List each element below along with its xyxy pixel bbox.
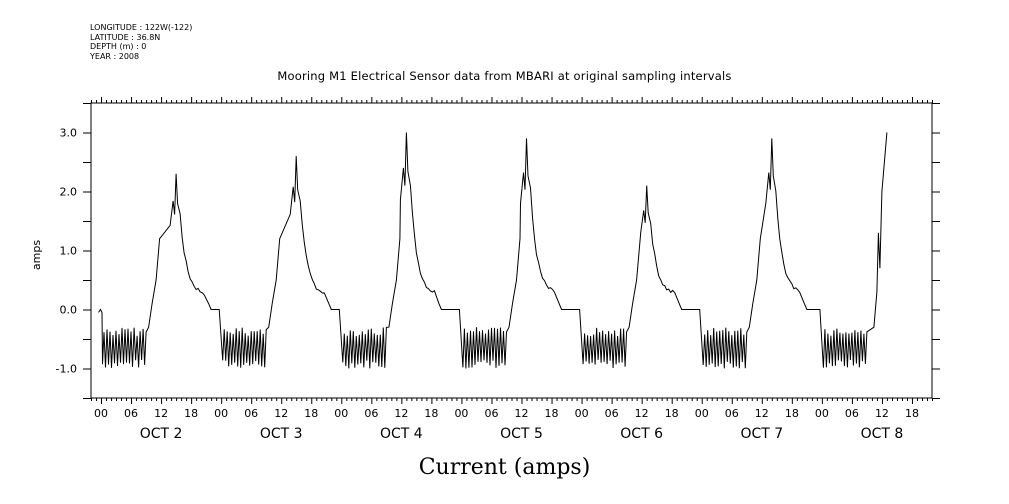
x-hour-tick-label: 12 [755,407,769,420]
longitude-label: LONGITUDE : 122W(-122) [90,23,193,32]
y-tick-label: 3.0 [60,127,78,140]
y-axis-label: amps [30,240,43,270]
x-hour-tick-label: 06 [124,407,138,420]
plot-frame [90,102,933,399]
x-hour-tick-label: 12 [394,407,408,420]
x-day-label: OCT 3 [260,426,303,442]
x-hour-tick-label: 18 [184,407,198,420]
x-day-label: OCT 4 [380,426,423,442]
x-hour-tick-label: 00 [94,407,108,420]
x-day-label: OCT 8 [861,426,904,442]
chart-title: Mooring M1 Electrical Sensor data from M… [277,69,732,83]
x-hour-tick-label: 00 [695,407,709,420]
mooring-metadata: LONGITUDE : 122W(-122) LATITUDE : 36.8N … [90,23,192,61]
x-day-label: OCT 7 [740,426,783,442]
x-hour-tick-label: 18 [545,407,559,420]
x-hour-tick-label: 12 [515,407,529,420]
x-hour-tick-label: 00 [815,407,829,420]
x-day-label: OCT 6 [620,426,663,442]
x-hour-tick-label: 06 [845,407,859,420]
axis-ticks [83,97,940,404]
x-hour-tick-label: 06 [725,407,739,420]
x-hour-tick-label: 00 [214,407,228,420]
axis-labels: 00 06 12 18 00 06 12 18 00 06 12 18 00 06 12 18 00 06 12 18… [56,127,919,443]
chart-subtitle: Current (amps) [418,455,591,480]
current-series-line [98,132,888,369]
x-hour-tick-label: 12 [875,407,889,420]
x-hour-tick-label: 18 [424,407,438,420]
y-tick-label: -1.0 [56,363,77,376]
year-label: YEAR : 2008 [90,51,140,61]
x-hour-tick-label: 00 [575,407,589,420]
x-hour-tick-label: 06 [605,407,619,420]
x-hour-tick-label: 06 [364,407,378,420]
x-hour-tick-label: 06 [484,407,498,420]
x-hour-tick-label: 18 [905,407,919,420]
x-hour-tick-label: 18 [665,407,679,420]
x-hour-tick-label: 06 [244,407,258,420]
x-hour-tick-label: 00 [454,407,468,420]
x-day-label: OCT 5 [500,426,543,442]
y-tick-label: 0.0 [60,304,78,317]
x-day-label: OCT 2 [140,426,183,442]
y-tick-label: 2.0 [60,186,78,199]
x-hour-tick-label: 12 [635,407,649,420]
y-tick-label: 1.0 [60,245,78,258]
x-hour-tick-label: 18 [785,407,799,420]
x-hour-tick-label: 00 [334,407,348,420]
latitude-label: LATITUDE : 36.8N [90,32,161,42]
x-hour-tick-label: 18 [304,407,318,420]
depth-label: DEPTH (m) : 0 [90,42,147,51]
x-hour-tick-label: 12 [274,407,288,420]
plot-border [90,102,933,399]
x-hour-tick-label: 12 [154,407,168,420]
